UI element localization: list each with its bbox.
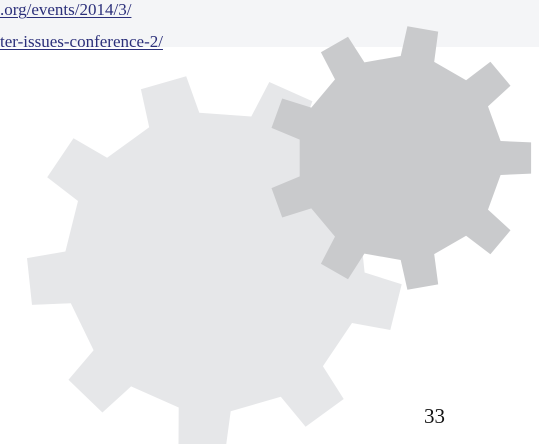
page-number: 33 [424,404,445,428]
top-band [0,0,539,47]
url-line-2[interactable]: ter-issues-conference-2/ [0,32,163,51]
small-gear-icon [271,26,532,290]
url-line-1[interactable]: .org/events/2014/3/ [0,0,132,19]
url-link[interactable]: .org/events/2014/3/ ter-issues-conferenc… [0,0,330,60]
